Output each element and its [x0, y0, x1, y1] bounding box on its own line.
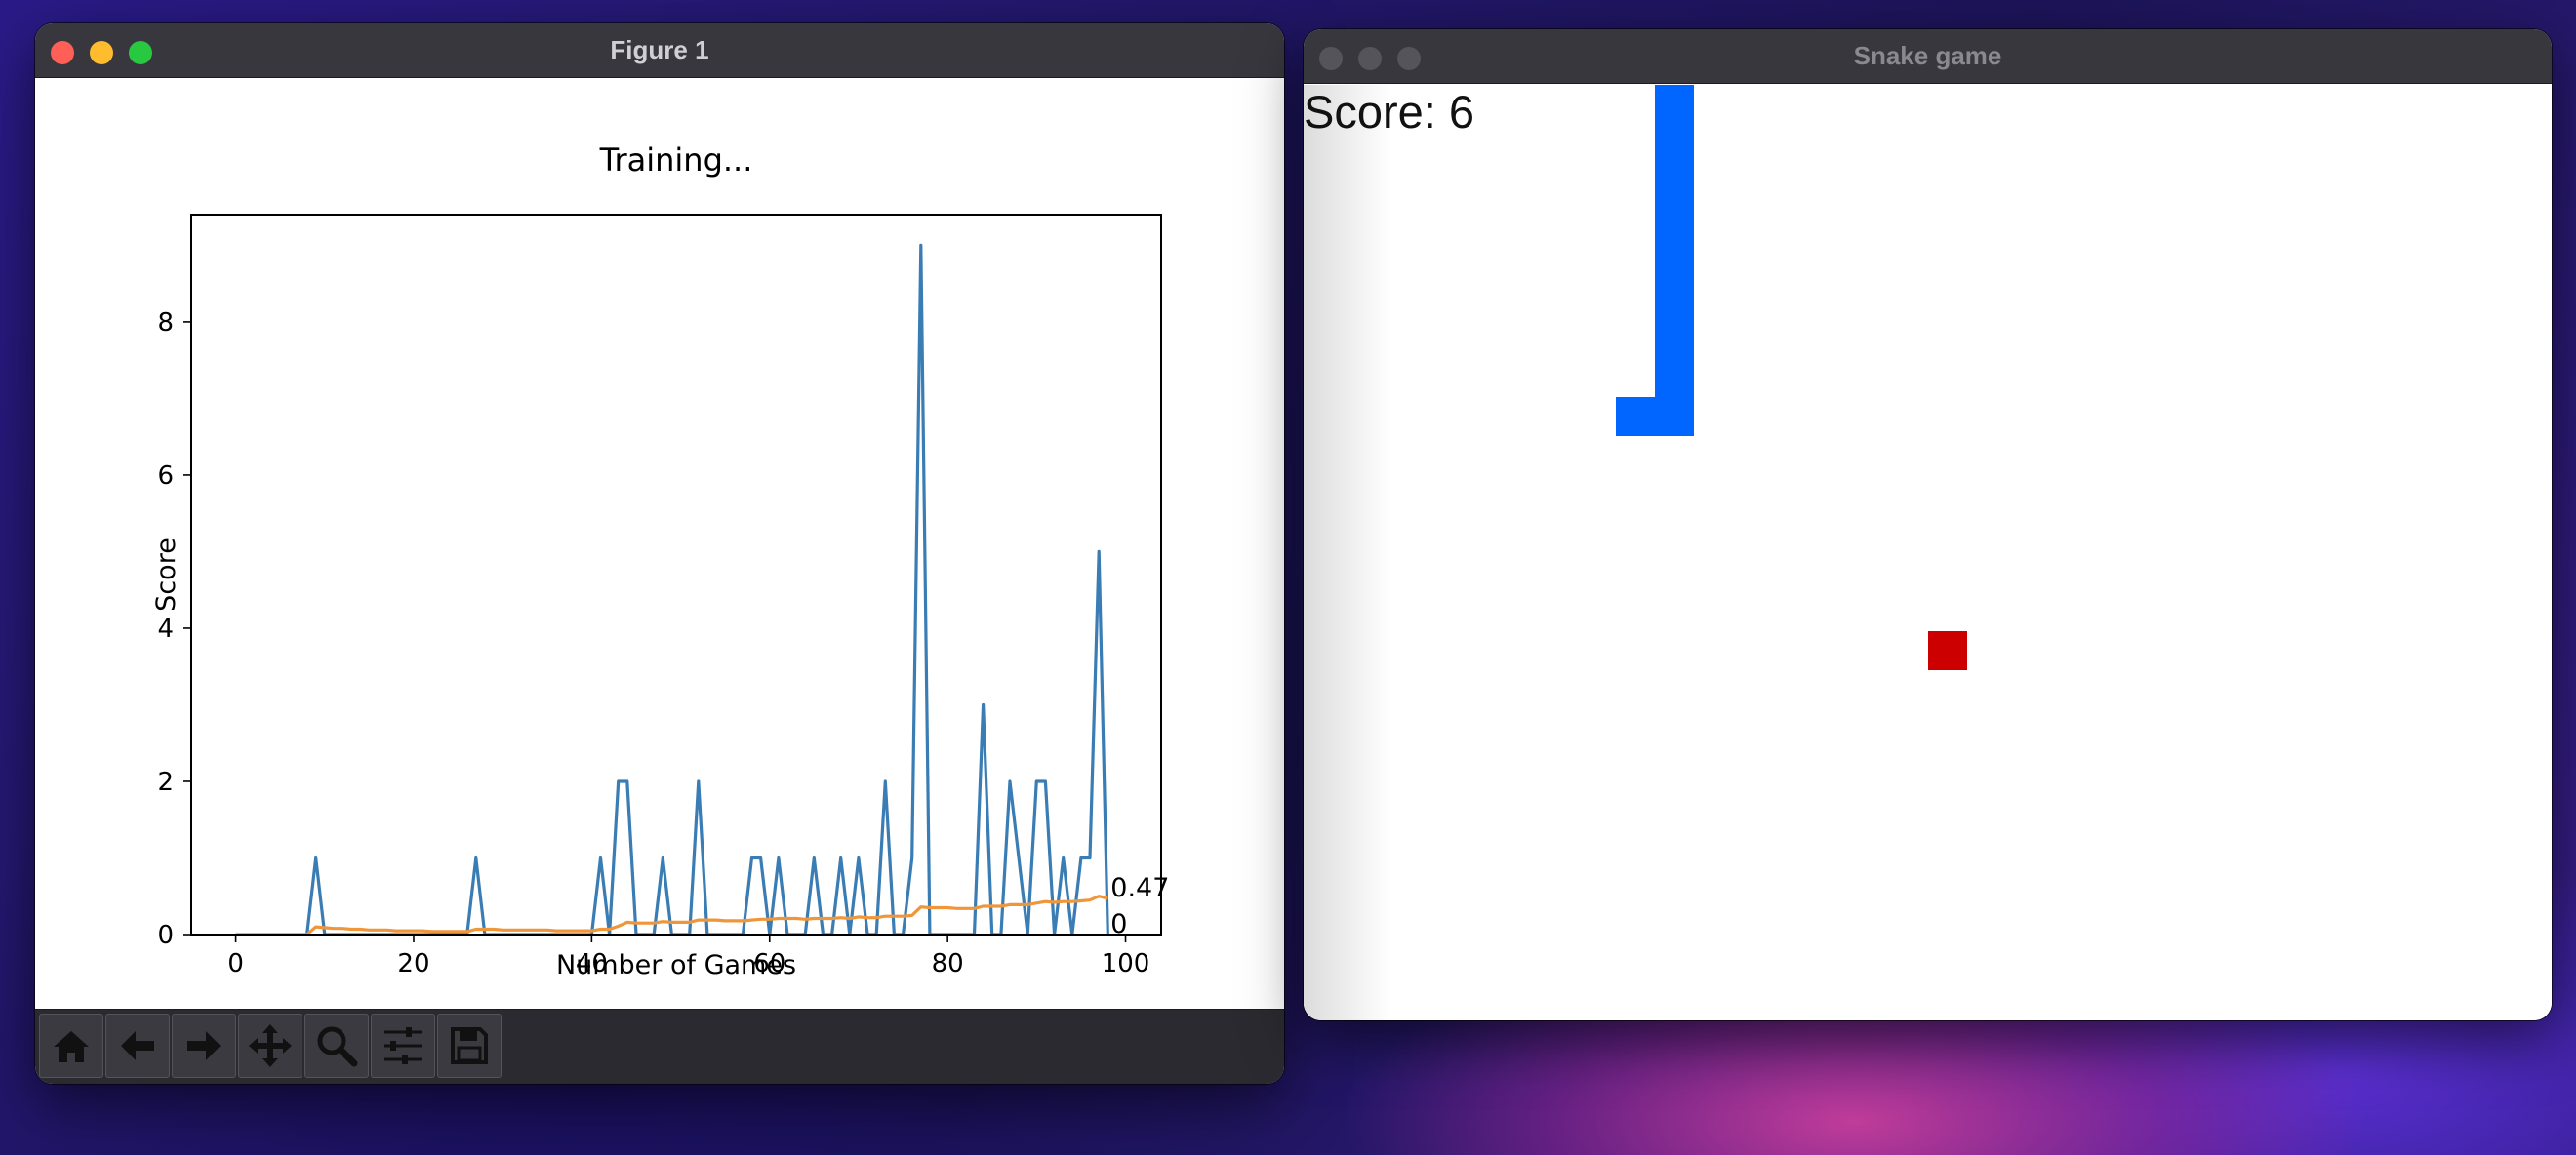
- x-tick-label: 0: [227, 949, 244, 978]
- snake-body-tail: [1616, 397, 1694, 436]
- chart-title: Training...: [599, 141, 753, 179]
- snake-titlebar[interactable]: Snake game: [1304, 29, 2552, 84]
- y-tick-label: 0: [157, 921, 174, 950]
- y-tick-label: 6: [157, 461, 174, 491]
- x-tick-label: 60: [753, 949, 785, 978]
- pan-icon: [249, 1024, 292, 1067]
- home-icon: [54, 1031, 89, 1062]
- save-button[interactable]: [437, 1014, 502, 1078]
- matplotlib-toolbar: [35, 1009, 1284, 1084]
- close-button[interactable]: [1319, 47, 1343, 70]
- figure-window: Figure 1 0 20 40 60 80 100 0 2 4 6 8 Training... Num…: [35, 23, 1284, 1084]
- scores-line: [235, 243, 1109, 935]
- figure-canvas[interactable]: 0 20 40 60 80 100 0 2 4 6 8 Training... Number of Ga…: [35, 78, 1284, 1010]
- x-tick-label: 100: [1102, 949, 1150, 978]
- save-icon: [451, 1027, 488, 1064]
- back-button[interactable]: [105, 1014, 170, 1078]
- zoom-icon: [317, 1026, 358, 1067]
- zoom-button[interactable]: [1397, 47, 1421, 70]
- x-tick-label: 40: [576, 949, 608, 978]
- x-tick-label: 20: [397, 949, 429, 978]
- home-button[interactable]: [39, 1014, 103, 1078]
- snake-game-window: Snake game Score: 6: [1304, 29, 2552, 1020]
- configure-subplots-icon: [384, 1027, 422, 1064]
- y-tick-label: 2: [157, 768, 174, 797]
- figure-titlebar[interactable]: Figure 1: [35, 23, 1284, 78]
- snake-body-vertical: [1655, 85, 1694, 436]
- score-label: Score: 6: [1304, 86, 1475, 138]
- training-chart: 0 20 40 60 80 100 0 2 4 6 8 Training... Number of Ga…: [151, 141, 1169, 980]
- window-title: Figure 1: [610, 35, 709, 64]
- forward-button[interactable]: [172, 1014, 236, 1078]
- zoom-rect-button[interactable]: [304, 1014, 369, 1078]
- x-axis-label: Number of Games: [556, 950, 796, 980]
- close-button[interactable]: [51, 41, 74, 64]
- back-arrow-icon: [121, 1031, 154, 1060]
- configure-subplots-button[interactable]: [371, 1014, 435, 1078]
- minimize-button[interactable]: [1358, 47, 1382, 70]
- food-pellet: [1928, 631, 1967, 670]
- x-tick-label: 80: [932, 949, 964, 978]
- pan-button[interactable]: [238, 1014, 302, 1078]
- mean-annotation: 0.47: [1110, 873, 1169, 903]
- mean-score-line: [235, 895, 1108, 935]
- game-canvas[interactable]: Score: 6: [1304, 85, 2552, 1020]
- zoom-button[interactable]: [129, 41, 152, 64]
- axes-frame: [190, 214, 1162, 936]
- score-annotation: 0: [1110, 909, 1127, 939]
- y-tick-label: 8: [157, 308, 174, 338]
- minimize-button[interactable]: [90, 41, 113, 64]
- forward-arrow-icon: [187, 1031, 221, 1060]
- y-tick-label: 4: [157, 615, 174, 644]
- window-title: Snake game: [1853, 41, 2002, 70]
- y-axis-label: Score: [151, 538, 181, 612]
